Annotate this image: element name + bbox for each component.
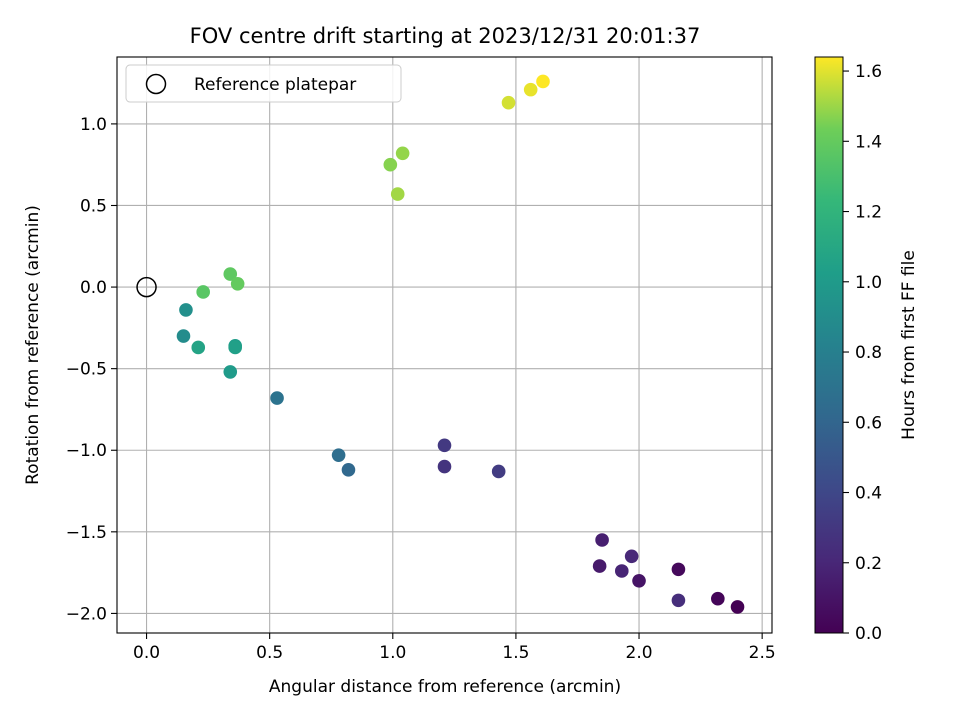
y-axis-label: Rotation from reference (arcmin) — [23, 205, 43, 485]
data-point — [523, 82, 538, 97]
data-point — [223, 365, 238, 379]
data-point — [711, 591, 725, 606]
data-point — [191, 340, 206, 355]
colorbar-tick-label: 0.0 — [855, 624, 882, 644]
legend-marker-circle — [145, 73, 167, 95]
data-point — [196, 285, 210, 299]
data-point — [383, 157, 398, 172]
data-point — [491, 464, 506, 479]
x-tick-label: 0.5 — [256, 643, 283, 663]
colorbar-tick-label: 1.4 — [855, 132, 882, 152]
colorbar-ticks: 0.0 0.2 0.4 0.6 0.8 1.0 1.2 1.4 1.6 — [843, 62, 882, 644]
x-axis-ticks: 0.0 0.5 1.0 1.5 2.0 2.5 — [133, 633, 776, 663]
colorbar — [814, 56, 844, 634]
data-point — [179, 303, 193, 317]
data-point — [671, 593, 686, 608]
reference-platepar-marker — [136, 276, 157, 298]
legend-box — [125, 64, 402, 103]
colorbar-tick-label: 1.6 — [855, 62, 882, 82]
y-tick-label: −0.5 — [66, 360, 107, 380]
data-point — [595, 533, 609, 547]
data-point — [614, 564, 629, 578]
y-tick-label: −2.0 — [66, 604, 107, 624]
colorbar-tick-label: 0.4 — [855, 484, 882, 504]
data-point — [341, 463, 356, 477]
data-point — [230, 277, 245, 291]
data-point — [223, 267, 238, 281]
legend: Reference platepar — [125, 64, 402, 103]
colorbar-tick-label: 1.0 — [855, 273, 882, 293]
data-point — [331, 448, 346, 462]
colorbar-tick-label: 0.6 — [855, 413, 882, 433]
x-tick-label: 1.0 — [379, 643, 406, 663]
legend-label: Reference platepar — [194, 75, 356, 95]
colorbar-tick-label: 1.2 — [855, 203, 882, 223]
x-tick-label: 2.0 — [626, 643, 653, 663]
data-point — [592, 559, 607, 573]
x-tick-label: 1.5 — [502, 643, 529, 663]
data-point — [390, 187, 405, 201]
reference-marker — [136, 276, 157, 298]
x-axis-label: Angular distance from reference (arcmin) — [269, 677, 621, 697]
colorbar-tick-label: 0.8 — [855, 343, 882, 363]
y-tick-label: 0.0 — [80, 278, 107, 298]
data-point — [270, 391, 284, 405]
data-point — [632, 573, 646, 588]
data-point — [395, 146, 410, 161]
grid — [117, 57, 772, 633]
data-point — [730, 600, 745, 614]
data-points — [176, 74, 745, 614]
data-point — [437, 438, 452, 453]
data-point — [536, 74, 550, 89]
data-point — [671, 562, 686, 577]
chart-title: FOV centre drift starting at 2023/12/31 … — [190, 24, 701, 48]
x-tick-label: 0.0 — [133, 643, 160, 663]
data-point — [624, 549, 639, 564]
y-tick-label: −1.0 — [66, 441, 107, 461]
data-point — [437, 459, 452, 474]
y-axis-ticks: 1.0 0.5 0.0 −0.5 −1.0 −1.5 −2.0 — [66, 115, 117, 624]
x-tick-label: 2.5 — [749, 643, 776, 663]
data-point — [501, 95, 516, 110]
y-tick-label: −1.5 — [66, 523, 107, 543]
plot-frame — [116, 56, 773, 634]
data-point — [176, 329, 191, 343]
colorbar-label: Hours from first FF file — [899, 250, 919, 440]
data-point — [228, 340, 242, 355]
y-tick-label: 0.5 — [80, 196, 107, 216]
colorbar-tick-label: 0.2 — [855, 554, 882, 574]
y-tick-label: 1.0 — [80, 115, 107, 135]
